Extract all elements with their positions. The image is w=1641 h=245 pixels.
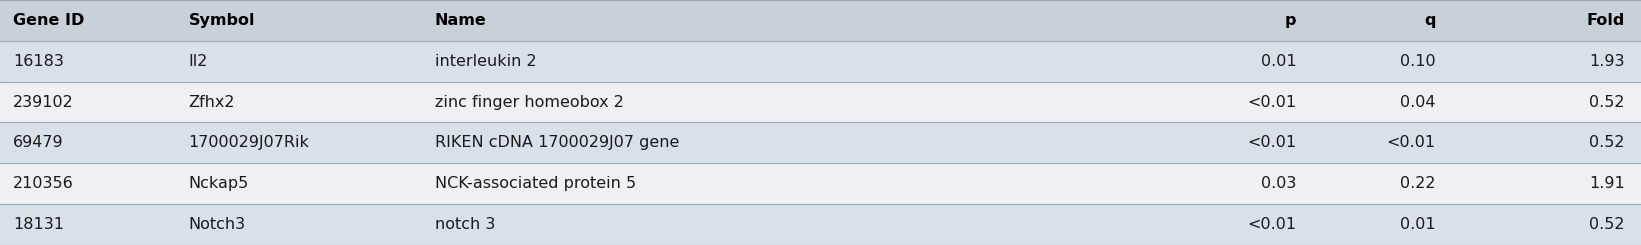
- Bar: [0, 122, 1641, 163]
- Text: 210356: 210356: [13, 176, 74, 191]
- Bar: [0, 41, 1641, 82]
- Text: 0.01: 0.01: [1260, 54, 1296, 69]
- Text: Name: Name: [435, 13, 487, 28]
- Text: <0.01: <0.01: [1247, 95, 1296, 110]
- Text: <0.01: <0.01: [1387, 135, 1436, 150]
- Text: 239102: 239102: [13, 95, 74, 110]
- Bar: [0, 0, 1641, 41]
- Text: 0.22: 0.22: [1400, 176, 1436, 191]
- Text: Gene ID: Gene ID: [13, 13, 84, 28]
- Text: <0.01: <0.01: [1247, 217, 1296, 232]
- Text: NCK-associated protein 5: NCK-associated protein 5: [435, 176, 637, 191]
- Text: Symbol: Symbol: [189, 13, 256, 28]
- Text: Nckap5: Nckap5: [189, 176, 249, 191]
- Text: 0.52: 0.52: [1588, 135, 1625, 150]
- Text: 0.52: 0.52: [1588, 95, 1625, 110]
- Text: 16183: 16183: [13, 54, 64, 69]
- Text: notch 3: notch 3: [435, 217, 496, 232]
- Text: Notch3: Notch3: [189, 217, 246, 232]
- Text: 1700029J07Rik: 1700029J07Rik: [189, 135, 310, 150]
- Text: 0.03: 0.03: [1260, 176, 1296, 191]
- Text: 69479: 69479: [13, 135, 64, 150]
- Text: Zfhx2: Zfhx2: [189, 95, 235, 110]
- Text: <0.01: <0.01: [1247, 135, 1296, 150]
- Text: Fold: Fold: [1587, 13, 1625, 28]
- Text: zinc finger homeobox 2: zinc finger homeobox 2: [435, 95, 624, 110]
- Text: 0.01: 0.01: [1400, 217, 1436, 232]
- Text: Il2: Il2: [189, 54, 208, 69]
- Text: 0.10: 0.10: [1400, 54, 1436, 69]
- Text: p: p: [1285, 13, 1296, 28]
- Text: 0.04: 0.04: [1400, 95, 1436, 110]
- Text: 1.91: 1.91: [1588, 176, 1625, 191]
- Text: interleukin 2: interleukin 2: [435, 54, 537, 69]
- Bar: [0, 204, 1641, 245]
- Text: 1.93: 1.93: [1588, 54, 1625, 69]
- Text: 0.52: 0.52: [1588, 217, 1625, 232]
- Text: q: q: [1424, 13, 1436, 28]
- Bar: [0, 82, 1641, 122]
- Text: 18131: 18131: [13, 217, 64, 232]
- Bar: [0, 163, 1641, 204]
- Text: RIKEN cDNA 1700029J07 gene: RIKEN cDNA 1700029J07 gene: [435, 135, 679, 150]
